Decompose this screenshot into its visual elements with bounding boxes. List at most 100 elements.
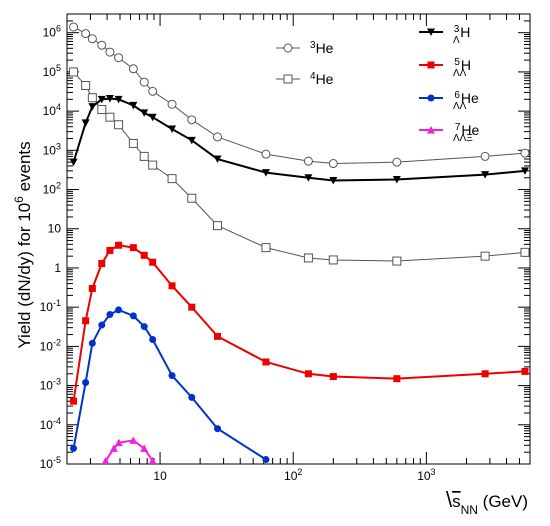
y-tick-label: 10-4 bbox=[40, 416, 61, 432]
x-axis-title-prefix: \ bbox=[446, 487, 453, 512]
legend-label: ΛΛ6He bbox=[453, 90, 479, 112]
data-point bbox=[140, 251, 148, 259]
series-0 bbox=[69, 22, 530, 169]
legend-label: 3He bbox=[310, 40, 334, 57]
data-point bbox=[392, 157, 402, 167]
y-tick-label: 10 bbox=[48, 222, 62, 236]
data-point bbox=[139, 77, 149, 87]
series-line bbox=[72, 244, 526, 402]
data-point bbox=[105, 47, 115, 57]
data-point bbox=[480, 151, 490, 161]
y-axis-title-tail: events bbox=[15, 141, 34, 196]
data-point bbox=[329, 373, 337, 381]
data-point bbox=[188, 393, 196, 401]
data-point bbox=[520, 167, 529, 175]
data-point bbox=[82, 317, 90, 325]
data-point bbox=[140, 323, 148, 331]
data-point bbox=[128, 64, 138, 74]
data-point bbox=[69, 158, 78, 167]
data-point bbox=[97, 105, 107, 115]
data-point bbox=[480, 251, 490, 261]
series-layer bbox=[69, 22, 530, 464]
legend-entry: ΛΛ6He bbox=[419, 90, 479, 112]
data-point bbox=[168, 372, 176, 380]
data-point bbox=[149, 258, 157, 266]
y-tick-label: 1 bbox=[54, 261, 61, 275]
legend-marker bbox=[427, 61, 435, 69]
y-tick-label: 104 bbox=[43, 102, 61, 118]
axis-ticks bbox=[66, 13, 531, 465]
legend-marker bbox=[427, 94, 435, 102]
legend-entry: 4He bbox=[276, 71, 334, 88]
x-axis-title-sub: NN bbox=[461, 503, 478, 517]
legend-marker bbox=[427, 126, 435, 134]
data-point bbox=[187, 136, 196, 145]
data-point bbox=[87, 93, 97, 103]
data-point bbox=[97, 95, 106, 104]
data-point bbox=[148, 160, 158, 170]
data-point bbox=[304, 370, 312, 378]
y-tick-label: 10-2 bbox=[40, 337, 61, 353]
data-point bbox=[392, 176, 401, 184]
legend-entry: ΛΛΞ7He bbox=[419, 122, 480, 144]
data-point bbox=[114, 438, 123, 447]
legend-label: Λ3H bbox=[453, 24, 470, 46]
legend-label: ΛΛΞ7He bbox=[453, 122, 480, 144]
data-point bbox=[148, 456, 157, 464]
legend-entry: 3He bbox=[276, 40, 334, 57]
data-point bbox=[167, 174, 177, 184]
series-1 bbox=[69, 67, 530, 266]
data-point bbox=[187, 193, 197, 203]
data-point bbox=[69, 22, 79, 32]
data-point bbox=[303, 156, 313, 166]
data-point bbox=[261, 149, 271, 159]
y-tick-label: 102 bbox=[43, 181, 61, 197]
y-tick-label: 105 bbox=[43, 63, 61, 79]
data-point bbox=[98, 321, 106, 329]
x-tick-label: 103 bbox=[417, 467, 435, 483]
data-point bbox=[149, 335, 157, 343]
data-point bbox=[97, 40, 107, 50]
data-point bbox=[392, 256, 402, 266]
series-line bbox=[72, 97, 526, 182]
data-point bbox=[481, 171, 490, 179]
data-point bbox=[188, 303, 196, 311]
series-4 bbox=[70, 306, 270, 464]
data-point bbox=[187, 115, 197, 125]
data-point bbox=[88, 284, 96, 292]
series-5 bbox=[101, 436, 157, 464]
data-point bbox=[115, 306, 123, 314]
data-point bbox=[129, 244, 137, 252]
data-point bbox=[521, 367, 529, 375]
data-point bbox=[329, 177, 338, 185]
legend-label: 4He bbox=[310, 71, 334, 88]
data-point bbox=[303, 253, 313, 263]
series-line bbox=[72, 308, 267, 461]
legend-entry: Λ3H bbox=[419, 24, 470, 46]
data-point bbox=[114, 95, 123, 104]
data-point bbox=[304, 174, 313, 182]
y-axis-title-sup: 6 bbox=[12, 196, 26, 203]
data-point bbox=[481, 370, 489, 378]
data-point bbox=[88, 339, 96, 347]
data-point bbox=[261, 243, 271, 253]
data-point bbox=[81, 29, 91, 39]
data-point bbox=[328, 255, 338, 265]
data-point bbox=[129, 312, 137, 320]
y-tick-label: 10-5 bbox=[40, 455, 61, 471]
data-point bbox=[82, 378, 90, 386]
y-tick-label: 10-3 bbox=[40, 377, 61, 393]
legend: 3He 4He Λ3H ΛΛ5H ΛΛ6He ΛΛΞ7He bbox=[276, 24, 480, 144]
data-point bbox=[101, 456, 110, 464]
data-point bbox=[106, 311, 114, 319]
data-point bbox=[105, 94, 114, 103]
data-point bbox=[214, 332, 222, 340]
data-point bbox=[168, 125, 177, 134]
legend-marker bbox=[427, 28, 435, 36]
data-point bbox=[140, 444, 149, 452]
legend-marker bbox=[283, 43, 293, 53]
data-point bbox=[105, 112, 115, 122]
data-point bbox=[69, 67, 79, 77]
plot-frame bbox=[66, 13, 531, 465]
